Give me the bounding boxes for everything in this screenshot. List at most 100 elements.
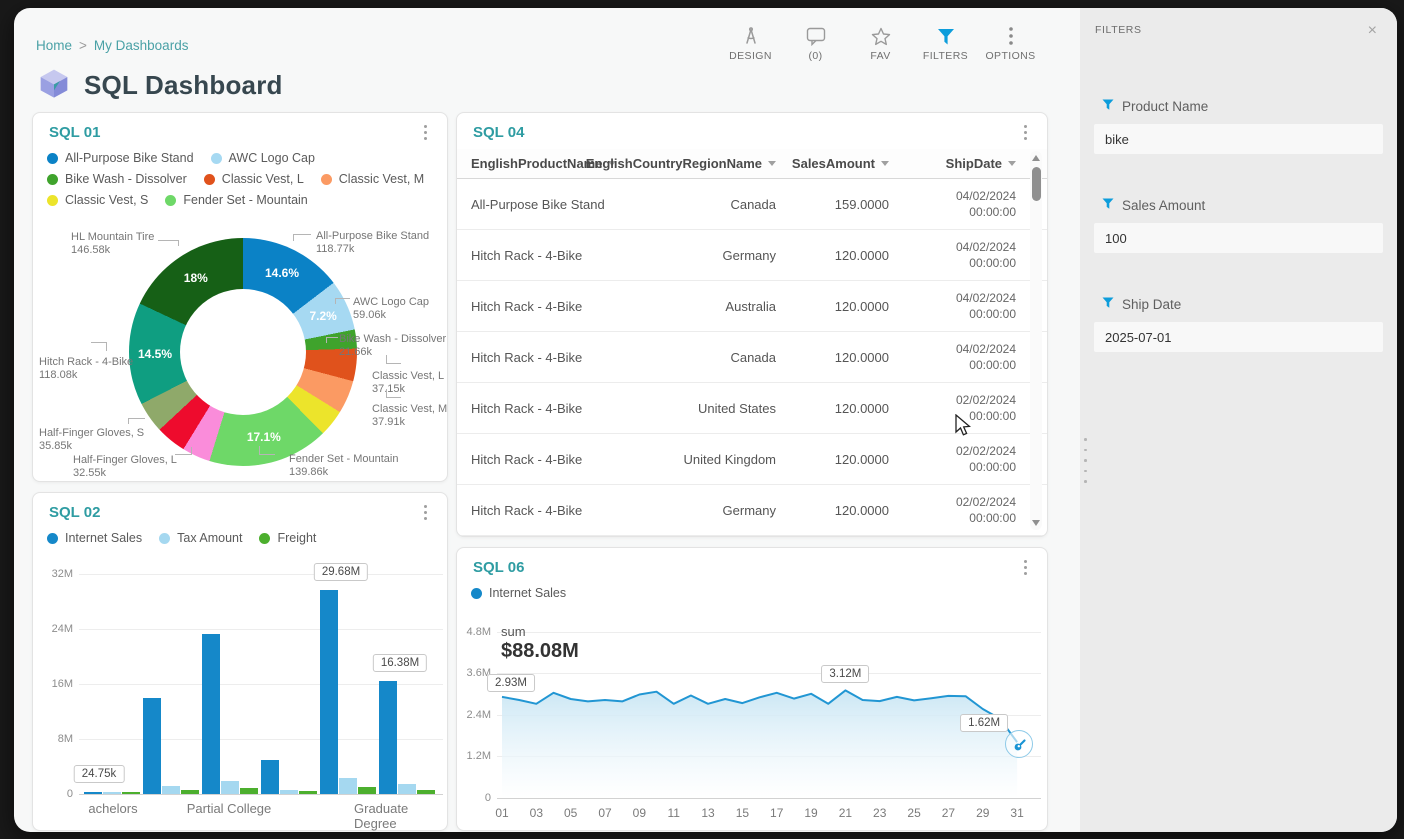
bar-internet-sales[interactable] [320, 589, 338, 794]
bar-freight[interactable] [417, 789, 435, 794]
x-axis-tick-label: 05 [563, 806, 578, 820]
x-axis-tick-label: 13 [701, 806, 715, 820]
filter-input-product-name[interactable]: bike [1094, 124, 1383, 154]
table-row[interactable]: Hitch Rack - 4-Bike Germany 120.0000 02/02/… [457, 485, 1047, 536]
callout-value: 37.91k [372, 416, 406, 428]
toolbar-comments[interactable]: (0) [783, 24, 848, 62]
panel-sql01-menu-icon[interactable] [418, 125, 432, 143]
table-row[interactable]: Hitch Rack - 4-Bike United States 120.0000… [457, 383, 1047, 434]
toolbar-fav[interactable]: FAV [848, 24, 913, 62]
highlight-pin-icon[interactable] [1005, 730, 1034, 759]
callout-line [386, 397, 401, 398]
callout-line [386, 363, 401, 364]
filters-panel-title: FILTERS [1095, 24, 1142, 36]
filter-label: Sales Amount [1122, 197, 1206, 213]
table-row[interactable]: Hitch Rack - 4-Bike United Kingdom 120.000… [457, 434, 1047, 485]
x-axis-tick-label: 11 [667, 806, 680, 820]
bar-tax-amount[interactable] [162, 785, 180, 794]
table-row[interactable]: Hitch Rack - 4-Bike Australia 120.0000 04/0… [457, 281, 1047, 332]
y-axis-tick-label: 2.4M [466, 709, 491, 721]
bar-freight[interactable] [122, 792, 140, 794]
sql01-legend-item: Classic Vest, L [203, 170, 304, 188]
filters-drag-handle[interactable] [1084, 438, 1087, 483]
sql01-legend-label: All-Purpose Bike Stand [65, 151, 194, 165]
column-header-SalesAmount[interactable]: SalesAmount [776, 156, 889, 171]
bar-freight[interactable] [181, 789, 199, 794]
toolbar-label-design: DESIGN [729, 50, 772, 62]
bar-tax-amount[interactable] [280, 789, 298, 794]
table-row[interactable]: All-Purpose Bike Stand Canada 159.0000 04/0… [457, 179, 1047, 230]
funnel-icon [1102, 297, 1114, 312]
bar-tax-amount[interactable] [398, 783, 416, 794]
funnel-icon [1102, 99, 1114, 114]
filter-input-sales-amount[interactable]: 100 [1094, 223, 1383, 253]
bar-internet-sales[interactable] [84, 792, 102, 794]
bar-freight[interactable] [240, 788, 258, 794]
filter-caret-icon[interactable] [1008, 161, 1016, 166]
filter-input-ship-date[interactable]: 2025-07-01 [1094, 322, 1383, 352]
panel-sql06-menu-icon[interactable] [1018, 560, 1032, 578]
toolbar-options[interactable]: OPTIONS [978, 24, 1043, 62]
bar-internet-sales[interactable] [143, 697, 161, 794]
callout-name: Bike Wash - Dissolver [339, 333, 447, 345]
callout-value: 139.86k [289, 466, 329, 478]
scroll-up-icon[interactable] [1032, 155, 1040, 161]
page-title: SQL Dashboard [84, 70, 283, 100]
cell-country: Germany [722, 247, 776, 263]
bar-internet-sales[interactable] [261, 759, 279, 794]
table-body: All-Purpose Bike Stand Canada 159.0000 04/0… [457, 179, 1047, 536]
y-axis-tick-label: 4.8M [466, 626, 491, 638]
scroll-down-icon[interactable] [1032, 520, 1040, 526]
donut-percent-label: 14.5% [137, 346, 173, 361]
donut-callout: All-Purpose Bike Stand 118.77k [316, 230, 429, 256]
panel-sql04-menu-icon[interactable] [1018, 125, 1032, 143]
filter-caret-icon[interactable] [768, 161, 776, 166]
bar-internet-sales[interactable] [202, 633, 220, 794]
sql02-legend-label: Freight [277, 531, 317, 545]
gridline [79, 684, 443, 685]
scrollbar-thumb[interactable] [1031, 167, 1041, 201]
x-axis-tick-label: 21 [838, 806, 853, 820]
bar-tax-amount[interactable] [339, 777, 357, 794]
breadcrumb-home[interactable]: Home [36, 38, 73, 53]
table-row[interactable]: Hitch Rack - 4-Bike Canada 120.0000 04/02/2… [457, 332, 1047, 383]
cell-product: Hitch Rack - 4-Bike [471, 247, 583, 263]
sql01-legend-dot [203, 173, 215, 185]
table-header-row: EnglishProductName EnglishCountryRegionNa… [457, 149, 1047, 179]
cell-amount: 159.0000 [834, 196, 889, 212]
cell-product: Hitch Rack - 4-Bike [471, 298, 583, 314]
bar-internet-sales[interactable] [379, 681, 397, 794]
filter-caret-icon[interactable] [608, 161, 617, 166]
toolbar: DESIGN (0) FAV FILTERS OPTIONS [718, 24, 1043, 62]
callout-name: Classic Vest, M [372, 403, 448, 415]
column-header-ShipDate[interactable]: ShipDate [889, 156, 1016, 171]
cell-shipdate: 02/02/2024 00:00:00 [955, 495, 1016, 525]
filter-caret-icon[interactable] [881, 161, 889, 166]
toolbar-filters[interactable]: FILTERS [913, 24, 978, 62]
bar-freight[interactable] [358, 787, 376, 794]
y-axis-tick-label: 3.6M [466, 667, 491, 679]
callout-name: Fender Set - Mountain [289, 453, 399, 465]
bar-tax-amount[interactable] [221, 780, 239, 794]
filters-close-icon[interactable]: × [1367, 22, 1377, 39]
breadcrumb-current[interactable]: My Dashboards [93, 38, 189, 53]
callout-name: Half-Finger Gloves, S [39, 427, 145, 439]
gridline [79, 574, 443, 575]
table-row[interactable]: Hitch Rack - 4-Bike Germany 120.0000 04/02/… [457, 230, 1047, 281]
filter-label: Product Name [1122, 98, 1209, 114]
column-header-EnglishCountryRegionName[interactable]: EnglishCountryRegionName [586, 156, 776, 171]
toolbar-design[interactable]: DESIGN [718, 24, 783, 62]
column-header-label: EnglishProductName [471, 156, 603, 171]
bar-tax-amount[interactable] [103, 792, 121, 794]
sql01-legend-dot [47, 173, 58, 185]
callout-value: 118.08k [39, 369, 78, 381]
column-header-EnglishProductName[interactable]: EnglishProductName [471, 156, 626, 171]
table-scrollbar[interactable] [1030, 151, 1042, 530]
x-axis-tick-label: 09 [632, 806, 647, 820]
bar-freight[interactable] [299, 791, 317, 794]
donut-percent-label: 7.2% [309, 308, 337, 323]
x-axis-category-label: achelors [88, 801, 138, 816]
cell-amount: 120.0000 [834, 298, 889, 314]
panel-sql02-menu-icon[interactable] [418, 505, 432, 523]
fav-icon [871, 24, 891, 46]
